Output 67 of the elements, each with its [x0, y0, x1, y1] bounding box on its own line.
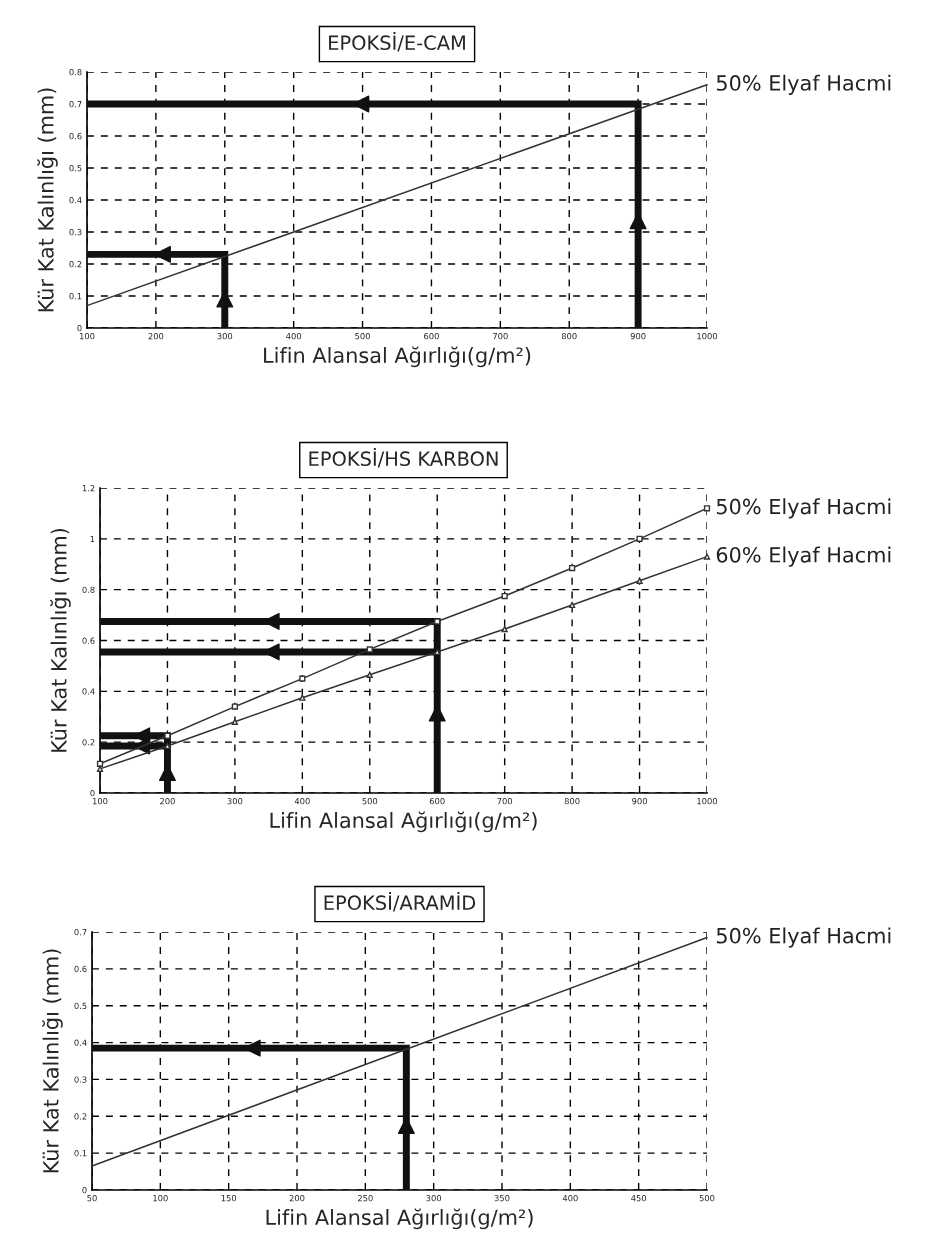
x-tick-label: 900: [632, 798, 647, 805]
chart-title: EPOKSİ/E-CAM: [329, 32, 465, 52]
x-tick-label: 100: [153, 1195, 168, 1202]
x-tick-label: 700: [493, 333, 508, 340]
y-tick-label: 0: [90, 789, 95, 797]
x-tick-label: 250: [357, 1195, 373, 1202]
x-tick-label: 300: [227, 798, 243, 805]
x-tick-label: 400: [294, 798, 310, 805]
x-tick-label: 500: [362, 798, 378, 805]
x-tick-label: 1000: [697, 798, 718, 805]
x-tick-label: 600: [429, 798, 445, 805]
series-label: 50% Elyaf Hacmi: [716, 927, 891, 948]
x-tick-label: 200: [160, 798, 175, 805]
y-tick-label: 0.7: [74, 928, 87, 936]
x-tick-label: 350: [494, 1195, 510, 1202]
y-tick-label: 0: [77, 324, 82, 332]
x-tick-label: 1000: [697, 333, 718, 340]
y-tick-label: 0.8: [69, 68, 82, 76]
y-axis-title: Kür Kat Kalınlığı (mm): [50, 528, 71, 752]
x-axis-title: Lifin Alansal Ağırlığı(g/m²): [264, 346, 531, 368]
y-tick-label: 0.2: [82, 739, 95, 746]
y-tick-label: 0.7: [69, 100, 82, 108]
x-tick-label: 500: [699, 1195, 715, 1202]
series-label: 50% Elyaf Hacmi: [716, 498, 891, 519]
x-tick-label: 200: [148, 333, 164, 340]
x-tick-label: 300: [217, 333, 233, 340]
series-label: 50% Elyaf Hacmi: [716, 74, 891, 95]
y-tick-label: 0.6: [82, 637, 95, 644]
y-axis-title: Kür Kat Kalınlığı (mm): [37, 88, 58, 312]
y-tick-label: 0.1: [74, 1150, 87, 1157]
y-tick-label: 0.5: [69, 164, 82, 172]
x-tick-label: 200: [289, 1195, 305, 1202]
x-tick-label: 100: [79, 333, 95, 340]
x-tick-label: 300: [426, 1195, 442, 1202]
x-tick-label: 100: [92, 798, 108, 805]
x-tick-label: 150: [221, 1195, 237, 1202]
y-tick-label: 0.2: [74, 1113, 87, 1120]
y-tick-label: 0.4: [82, 688, 95, 695]
chart-title: EPOKSİ/HS KARBON: [309, 448, 498, 468]
x-tick-label: 800: [561, 333, 577, 340]
y-tick-label: 0: [82, 1186, 87, 1194]
x-tick-label: 450: [631, 1195, 647, 1202]
y-tick-label: 1.2: [82, 484, 95, 492]
y-tick-label: 0.1: [69, 292, 82, 300]
chart-title: EPOKSİ/ARAMİD: [324, 892, 476, 912]
y-tick-label: 0.6: [69, 132, 82, 140]
x-tick-label: 400: [286, 333, 302, 340]
y-tick-label: 0.6: [74, 965, 87, 973]
x-tick-label: 500: [355, 333, 370, 340]
y-tick-label: 0.4: [74, 1039, 87, 1046]
y-tick-label: 0.5: [74, 1002, 87, 1009]
x-axis-title: Lifin Alansal Ağırlığı(g/m²): [270, 811, 537, 833]
y-tick-label: 1: [90, 535, 95, 542]
x-tick-label: 50: [87, 1195, 97, 1202]
series-label: 60% Elyaf Hacmi: [716, 546, 891, 567]
x-tick-label: 700: [497, 798, 513, 805]
y-tick-label: 0.4: [69, 196, 82, 204]
y-tick-label: 0.2: [69, 260, 82, 268]
x-tick-label: 600: [424, 333, 439, 340]
y-tick-label: 0.3: [74, 1076, 87, 1083]
x-tick-label: 900: [630, 333, 646, 340]
x-axis-title: Lifin Alansal Ağırlığı(g/m²): [266, 1208, 533, 1230]
x-tick-label: 800: [564, 798, 580, 805]
y-tick-label: 0.8: [82, 586, 95, 593]
y-tick-label: 0.3: [69, 228, 82, 236]
y-axis-title: Kür Kat Kalınlığı (mm): [42, 949, 63, 1173]
x-tick-label: 400: [562, 1195, 578, 1202]
